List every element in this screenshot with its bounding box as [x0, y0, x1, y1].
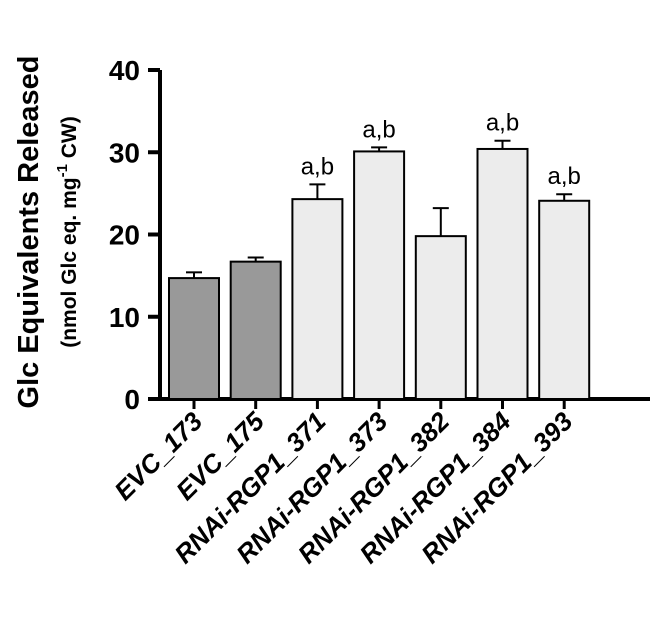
error-bars	[186, 139, 573, 279]
bar	[538, 199, 591, 400]
significance-annotation: a,b	[548, 163, 581, 190]
y-tick-label: 20	[109, 220, 140, 251]
y-axis-label: Glc Equivalents Released (nmol Glc eq. m…	[13, 56, 81, 409]
bar	[229, 260, 282, 400]
y-axis-units-suffix: CW)	[58, 116, 81, 164]
bar	[476, 147, 529, 400]
x-tick-labels: EVC_173EVC_175RNAi-RGP1_371RNAi-RGP1_373…	[108, 406, 579, 570]
y-axis-units: (nmol Glc eq. mg-1 CW)	[54, 116, 81, 348]
bar	[168, 277, 220, 400]
y-axis-title: Glc Equivalents Released	[13, 56, 45, 409]
y-tick-label: 40	[109, 55, 140, 86]
significance-annotation: a,b	[362, 116, 395, 143]
y-tick-label: 10	[109, 302, 140, 333]
y-axis-units-superscript: -1	[54, 164, 71, 177]
y-tick-labels: 0 10 20 30 40	[109, 55, 140, 415]
bar	[414, 235, 467, 400]
y-axis-units-prefix: (nmol Glc eq. mg	[58, 177, 81, 347]
bar	[353, 150, 406, 400]
significance-annotation: a,b	[301, 153, 334, 180]
y-tick-label: 0	[124, 384, 140, 415]
bar	[291, 198, 344, 400]
annotations: a,b a,b a,b a,b	[301, 110, 581, 190]
y-tick-label: 30	[109, 137, 140, 168]
significance-annotation: a,b	[486, 110, 519, 137]
bars	[168, 147, 591, 400]
